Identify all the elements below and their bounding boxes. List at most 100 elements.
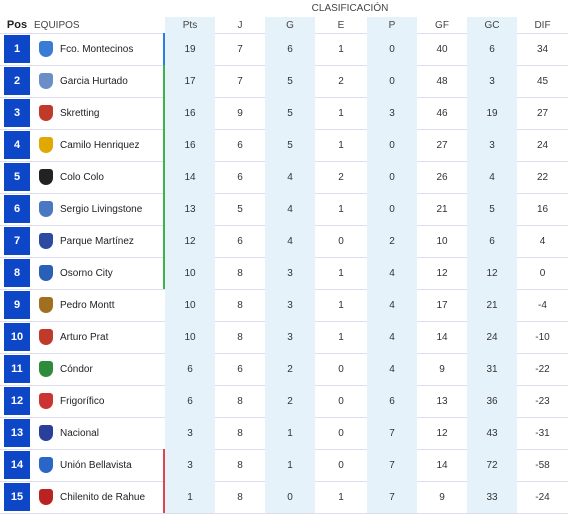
position-cell: 7 bbox=[4, 227, 30, 255]
team-logo bbox=[39, 41, 53, 57]
team-name: Colo Colo bbox=[34, 161, 165, 193]
column-header: GC bbox=[467, 17, 517, 33]
team-logo bbox=[39, 489, 53, 505]
stat-cell: 21 bbox=[467, 289, 517, 321]
stat-cell: 0 bbox=[367, 33, 417, 65]
stat-cell: 10 bbox=[436, 235, 448, 247]
team-name: Arturo Prat bbox=[60, 331, 109, 343]
stat-cell: 5 bbox=[467, 193, 517, 225]
stat-cell: 0 bbox=[367, 65, 417, 97]
team-logo bbox=[39, 265, 53, 281]
position-cell: 14 bbox=[4, 451, 30, 479]
stat-cell: 43 bbox=[467, 417, 517, 449]
stat-cell: 6 bbox=[467, 225, 517, 257]
team-logo bbox=[39, 233, 53, 249]
stat-cell: 3 bbox=[367, 97, 417, 129]
stat-cell: 46 bbox=[436, 107, 448, 119]
stat-cell: 0 bbox=[367, 193, 417, 225]
team-name: Unión Bellavista bbox=[34, 449, 165, 481]
team-name: Chilenito de Rahue bbox=[34, 481, 165, 513]
team-name: Pedro Montt bbox=[60, 299, 115, 311]
stat-cell: 4 bbox=[265, 193, 315, 225]
stat-cell: -24 bbox=[535, 491, 550, 503]
position-cell: 9 bbox=[4, 291, 30, 319]
stat-cell: 17 bbox=[165, 65, 215, 97]
stat-cell: -10 bbox=[535, 331, 550, 343]
stat-cell: 14 bbox=[436, 459, 448, 471]
stat-cell: 72 bbox=[467, 449, 517, 481]
row-separator bbox=[0, 513, 568, 514]
stat-cell: 0 bbox=[265, 481, 315, 513]
team-logo bbox=[39, 393, 53, 409]
column-header: J bbox=[237, 19, 243, 31]
stat-cell: 7 bbox=[237, 75, 243, 87]
stat-cell: 31 bbox=[467, 353, 517, 385]
stat-cell: 8 bbox=[237, 491, 243, 503]
stat-cell: 10 bbox=[165, 289, 215, 321]
stat-cell: 14 bbox=[165, 161, 215, 193]
stat-cell: 16 bbox=[536, 203, 549, 215]
stat-cell: 4 bbox=[539, 235, 546, 247]
stat-cell: 12 bbox=[436, 267, 448, 279]
stat-cell: 1 bbox=[265, 417, 315, 449]
stat-cell: 22 bbox=[536, 171, 549, 183]
stat-cell: 4 bbox=[367, 321, 417, 353]
team-name: Fco. Montecinos bbox=[34, 33, 165, 65]
stat-cell: 0 bbox=[338, 459, 344, 471]
stat-cell: 16 bbox=[165, 97, 215, 129]
position-cell: 12 bbox=[4, 387, 30, 415]
stat-cell: 27 bbox=[436, 139, 448, 151]
stat-cell: 27 bbox=[536, 107, 549, 119]
stat-cell: 1 bbox=[338, 107, 344, 119]
position-cell: 11 bbox=[4, 355, 30, 383]
stat-cell: 19 bbox=[165, 33, 215, 65]
table-title: CLASIFICACIÓN bbox=[311, 2, 389, 14]
stat-cell: 6 bbox=[367, 385, 417, 417]
stat-cell: 3 bbox=[467, 65, 517, 97]
stat-cell: 10 bbox=[165, 321, 215, 353]
stat-cell: 4 bbox=[367, 289, 417, 321]
stat-cell: 34 bbox=[536, 43, 549, 55]
team-name: Cóndor bbox=[60, 363, 93, 375]
stat-cell: 3 bbox=[165, 449, 215, 481]
stat-cell: 12 bbox=[436, 427, 448, 439]
position-cell: 6 bbox=[4, 195, 30, 223]
stat-cell: 0 bbox=[338, 395, 344, 407]
stat-cell: 0 bbox=[338, 235, 344, 247]
team-logo bbox=[39, 329, 53, 345]
stat-cell: 0 bbox=[367, 129, 417, 161]
stat-cell: -22 bbox=[535, 363, 550, 375]
stat-cell: 6 bbox=[237, 171, 243, 183]
stat-cell: 5 bbox=[265, 97, 315, 129]
stat-cell: 8 bbox=[237, 299, 243, 311]
stat-cell: 36 bbox=[467, 385, 517, 417]
stat-cell: 12 bbox=[467, 257, 517, 289]
stat-cell: 13 bbox=[165, 193, 215, 225]
stat-cell: 24 bbox=[536, 139, 549, 151]
stat-cell: 9 bbox=[439, 491, 445, 503]
stat-cell: 1 bbox=[338, 139, 344, 151]
team-logo bbox=[39, 105, 53, 121]
stat-cell: 8 bbox=[237, 395, 243, 407]
column-header: P bbox=[367, 17, 417, 33]
stat-cell: 4 bbox=[367, 257, 417, 289]
stat-cell: 0 bbox=[367, 161, 417, 193]
column-header: GF bbox=[435, 19, 449, 31]
stat-cell: 4 bbox=[367, 353, 417, 385]
stat-cell: 3 bbox=[265, 321, 315, 353]
stat-cell: 7 bbox=[367, 449, 417, 481]
stat-cell: 24 bbox=[467, 321, 517, 353]
stat-cell: 2 bbox=[265, 353, 315, 385]
column-header: G bbox=[265, 17, 315, 33]
stat-cell: 8 bbox=[237, 267, 243, 279]
team-logo bbox=[39, 169, 53, 185]
team-logo bbox=[39, 297, 53, 313]
stat-cell: 9 bbox=[439, 363, 445, 375]
stat-cell: 4 bbox=[265, 161, 315, 193]
team-logo bbox=[39, 361, 53, 377]
stat-cell: 2 bbox=[367, 225, 417, 257]
team-logo bbox=[39, 73, 53, 89]
team-name: Parque Martínez bbox=[34, 225, 165, 257]
stat-cell: 0 bbox=[338, 427, 344, 439]
